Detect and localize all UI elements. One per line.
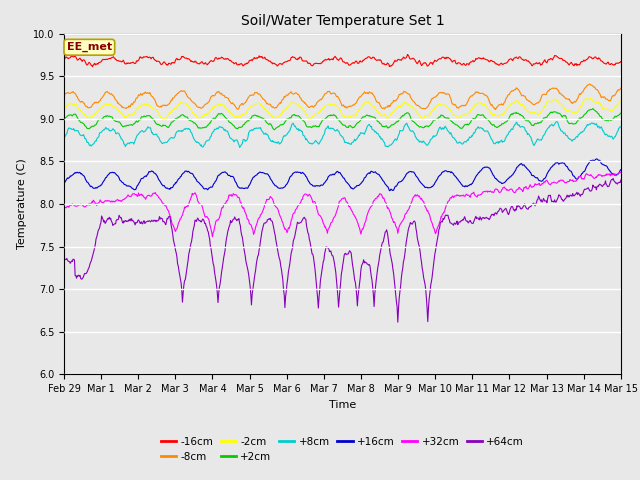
+64cm [399, 266, 406, 272]
+16cm [383, 184, 391, 190]
-16cm [60, 57, 68, 62]
-2cm [384, 115, 392, 121]
+32cm [415, 193, 423, 199]
-8cm [540, 92, 548, 97]
+8cm [236, 144, 243, 150]
-16cm [416, 60, 424, 65]
+64cm [617, 177, 625, 183]
-8cm [586, 81, 593, 87]
-2cm [399, 100, 406, 106]
+2cm [589, 106, 596, 111]
X-axis label: Time: Time [329, 400, 356, 409]
Line: +64cm: +64cm [64, 178, 621, 322]
-16cm [399, 56, 406, 62]
+64cm [60, 257, 68, 263]
-2cm [588, 95, 595, 101]
Legend: -16cm, -8cm, -2cm, +2cm, +8cm, +16cm, +32cm, +64cm: -16cm, -8cm, -2cm, +2cm, +8cm, +16cm, +3… [156, 432, 529, 466]
Line: +16cm: +16cm [64, 159, 621, 191]
-8cm [483, 93, 490, 98]
-16cm [89, 64, 97, 70]
-8cm [398, 91, 406, 96]
-16cm [95, 60, 102, 65]
Line: -2cm: -2cm [64, 98, 621, 120]
+16cm [60, 180, 68, 186]
-8cm [617, 85, 625, 91]
+2cm [60, 117, 68, 122]
+32cm [399, 218, 406, 224]
-16cm [484, 57, 492, 63]
+8cm [60, 133, 68, 139]
+16cm [540, 176, 548, 181]
-16cm [404, 52, 412, 58]
+8cm [540, 132, 548, 138]
+2cm [617, 110, 625, 116]
+64cm [383, 230, 391, 236]
+16cm [617, 167, 625, 173]
+16cm [483, 164, 491, 170]
Text: EE_met: EE_met [67, 42, 112, 52]
-16cm [384, 61, 392, 67]
+32cm [384, 205, 392, 211]
-2cm [94, 107, 102, 113]
+2cm [94, 118, 102, 123]
+64cm [394, 319, 402, 325]
+32cm [60, 205, 68, 211]
+8cm [415, 139, 423, 145]
+8cm [399, 128, 406, 133]
-2cm [161, 117, 169, 123]
+8cm [553, 119, 561, 124]
+2cm [271, 127, 278, 132]
-2cm [483, 105, 491, 110]
+32cm [540, 179, 548, 184]
+16cm [385, 188, 393, 193]
-8cm [383, 104, 391, 110]
+8cm [483, 128, 491, 134]
+2cm [540, 115, 548, 120]
+32cm [617, 169, 625, 175]
+32cm [94, 200, 102, 206]
+16cm [415, 178, 423, 184]
-8cm [492, 107, 499, 113]
-2cm [617, 98, 625, 104]
+64cm [415, 244, 423, 250]
+8cm [94, 134, 102, 140]
+2cm [483, 116, 491, 122]
+8cm [617, 124, 625, 130]
Line: +32cm: +32cm [64, 172, 621, 237]
Line: +8cm: +8cm [64, 121, 621, 147]
+8cm [384, 144, 392, 150]
+64cm [483, 215, 491, 221]
+16cm [399, 177, 406, 183]
-2cm [540, 104, 548, 110]
+64cm [94, 228, 102, 234]
+64cm [540, 197, 548, 203]
Line: -16cm: -16cm [64, 55, 621, 67]
+16cm [94, 184, 102, 190]
-8cm [415, 103, 422, 109]
-16cm [541, 57, 548, 63]
+64cm [609, 175, 617, 181]
Line: +2cm: +2cm [64, 108, 621, 130]
-16cm [617, 59, 625, 64]
Y-axis label: Temperature (C): Temperature (C) [17, 158, 28, 250]
+32cm [209, 234, 216, 240]
-8cm [94, 100, 102, 106]
+16cm [593, 156, 600, 162]
+2cm [384, 125, 392, 131]
Title: Soil/Water Temperature Set 1: Soil/Water Temperature Set 1 [241, 14, 444, 28]
+32cm [616, 169, 623, 175]
Line: -8cm: -8cm [64, 84, 621, 110]
-2cm [415, 112, 423, 118]
-2cm [60, 105, 68, 111]
+2cm [399, 112, 406, 118]
-8cm [60, 93, 68, 98]
+32cm [483, 188, 491, 194]
+2cm [415, 124, 423, 130]
